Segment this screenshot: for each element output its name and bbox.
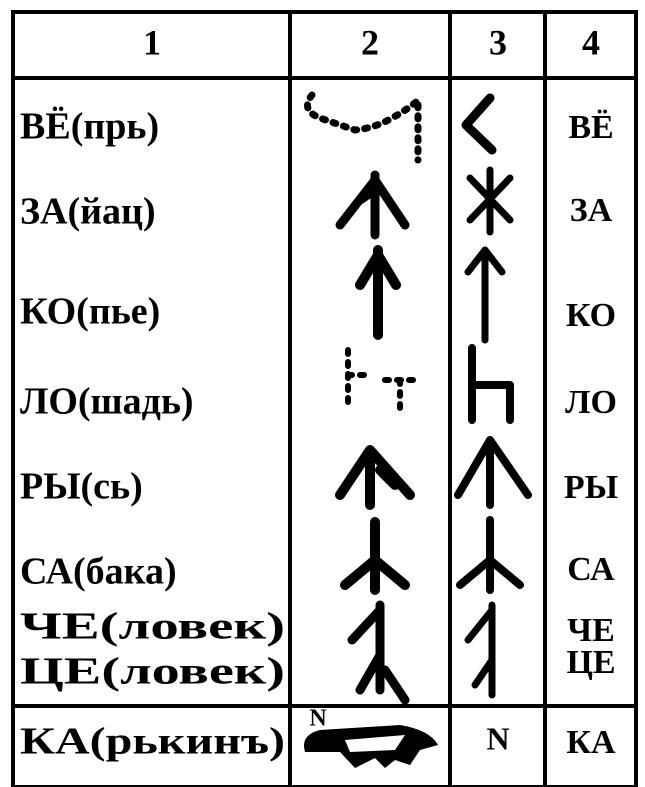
syllable: СА(бака) — [20, 551, 177, 593]
syllable: ЛО(шадь) — [20, 381, 194, 423]
letter: ЦЕ — [566, 644, 615, 681]
letter: СА — [567, 551, 615, 588]
syllable: ЗА(йац) — [20, 191, 156, 233]
header-cell: 4 — [582, 22, 600, 62]
syllable: ВЁ(прь) — [20, 106, 159, 148]
header-cell: 3 — [489, 22, 507, 62]
header-cell: 1 — [143, 22, 161, 62]
grid — [11, 10, 638, 787]
header-cell: 2 — [361, 22, 379, 62]
syllable: РЫ(сь) — [20, 466, 143, 508]
letter: КА — [566, 724, 616, 761]
letter: ЛО — [565, 384, 617, 421]
syllable: КО(пье) — [20, 291, 160, 333]
glyphs — [304, 91, 532, 768]
syllable: ЧЕ(ловек) — [20, 606, 285, 648]
letter: ВЁ — [568, 109, 613, 146]
glyph-label: N — [309, 706, 327, 732]
syllable: ЦЕ(ловек) — [20, 651, 285, 693]
letter: КО — [566, 297, 616, 334]
glyph-label: N — [486, 720, 509, 756]
letter: ЗА — [570, 192, 613, 229]
letter: РЫ — [564, 469, 618, 506]
letter: ЧЕ — [567, 612, 615, 649]
cells: 1 2 3 4 ВЁ(прь) ВЁ ЗА(йац) ЗА КО(пье) КО ЛО(шадь) Л… — [20, 22, 618, 762]
syllable: КА(рькинъ) — [20, 721, 285, 763]
